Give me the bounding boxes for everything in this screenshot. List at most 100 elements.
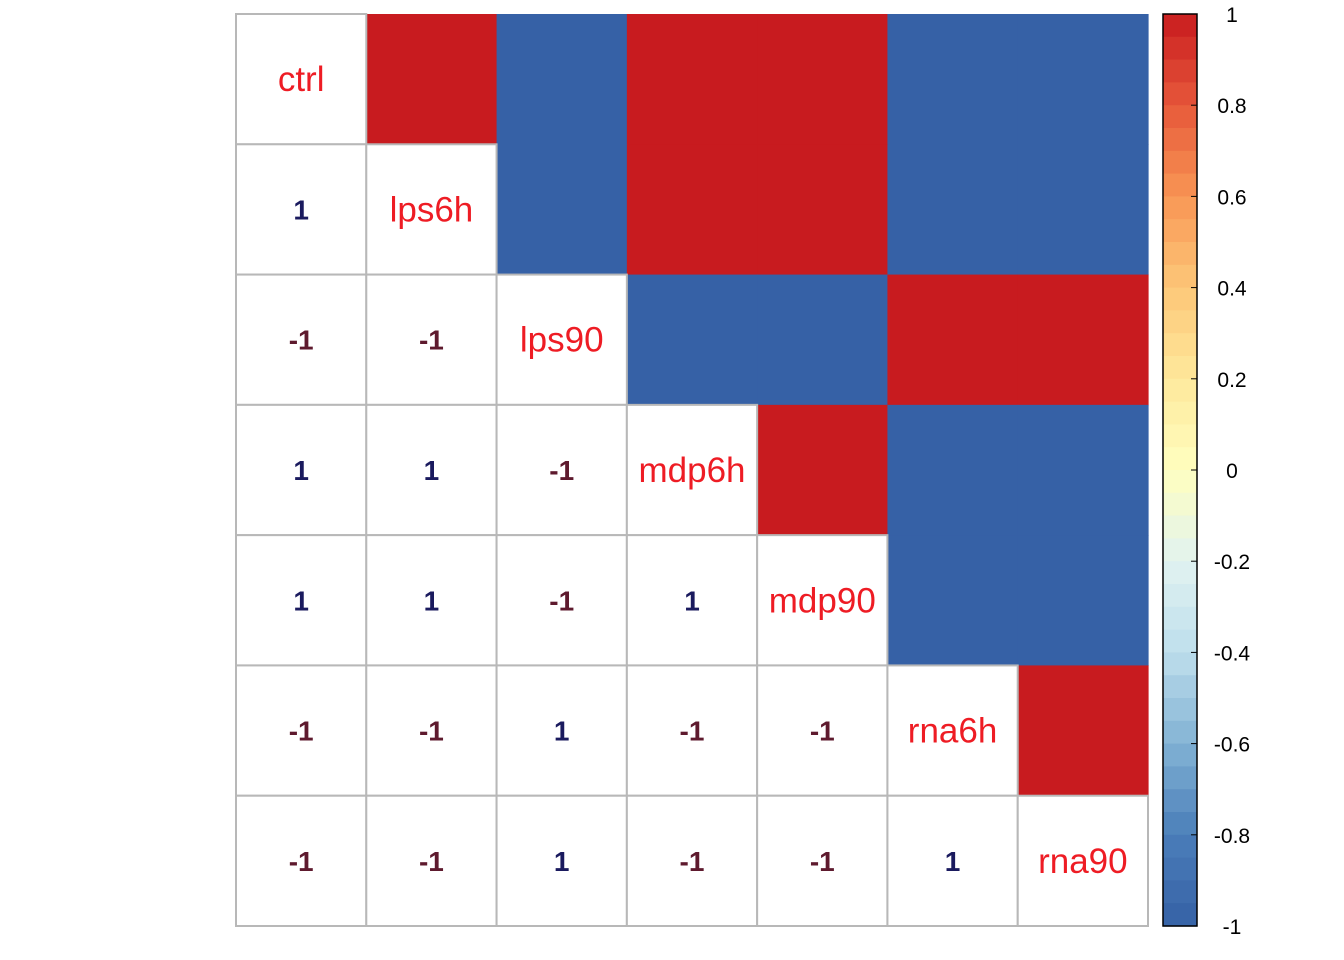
- colorbar-segment: [1163, 743, 1197, 767]
- correlation-value: 1: [293, 194, 309, 225]
- colorbar-segment: [1163, 470, 1197, 494]
- colorbar-segment: [1163, 652, 1197, 676]
- number-cell: [756, 794, 889, 928]
- colorbar: 1 0.8 0.6 0.4 0.2 0 -0.2 -0.4 -0.6 -0.8 -1: [1162, 4, 1251, 939]
- colorbar-segment: [1163, 584, 1197, 608]
- variable-label: rna90: [1038, 842, 1128, 881]
- number-cell: [886, 794, 1019, 928]
- colorbar-segment: [1163, 834, 1197, 859]
- colorbar-segment: [1163, 196, 1197, 220]
- colorbar-tick-label: 0.8: [1217, 95, 1246, 118]
- matrix-cells: [366, 14, 1149, 797]
- correlation-value: 1: [424, 455, 440, 486]
- color-cell: [626, 144, 758, 276]
- colorbar-segment: [1163, 766, 1197, 790]
- colorbar-segment: [1163, 629, 1197, 653]
- correlation-value: 1: [293, 455, 309, 486]
- colorbar-segment: [1163, 264, 1197, 289]
- matrix-texts: ctrl 1 lps6h -1 -1 lps90 1 1 -1 mdp6h 1 1 -1 1 mdp90 -1…: [278, 60, 1128, 881]
- color-cell: [757, 404, 889, 536]
- colorbar-segment: [1163, 242, 1197, 266]
- colorbar-segment: [1163, 561, 1197, 585]
- matrix-grid: [235, 13, 1150, 928]
- correlation-value: -1: [680, 846, 705, 877]
- number-cell: [365, 794, 498, 928]
- colorbar-segment: [1163, 333, 1197, 357]
- colorbar-segment: [1163, 812, 1197, 836]
- color-cell: [496, 144, 628, 276]
- diagonal-cell: [365, 143, 498, 276]
- colorbar-tick-label: 0.4: [1217, 278, 1247, 301]
- number-cell: [235, 794, 368, 928]
- color-cell: [1017, 144, 1149, 276]
- number-cell: [235, 403, 368, 537]
- number-cell: [365, 534, 498, 667]
- colorbar-segment: [1163, 219, 1197, 243]
- variable-label: rna6h: [908, 712, 998, 751]
- correlation-value: -1: [810, 716, 835, 747]
- diagonal-cell: [495, 273, 628, 406]
- colorbar-segment: [1163, 150, 1197, 175]
- variable-label: ctrl: [278, 60, 325, 99]
- colorbar-tick-label: -0.6: [1214, 734, 1250, 757]
- diagonal-cell: [625, 403, 759, 537]
- variable-label: mdp90: [769, 581, 876, 620]
- colorbar-tick-label: -0.4: [1214, 642, 1251, 665]
- diagonal-cell: [235, 13, 368, 146]
- correlation-value: -1: [680, 716, 705, 747]
- correlation-value: 1: [554, 846, 570, 877]
- correlation-value: 1: [424, 585, 440, 616]
- number-cell: [235, 273, 368, 406]
- colorbar-segment: [1163, 36, 1197, 61]
- colorbar-segment: [1163, 424, 1197, 448]
- color-cell: [887, 535, 1019, 667]
- colorbar-segment: [1163, 14, 1197, 38]
- colorbar-segment: [1163, 789, 1197, 813]
- color-cell: [1017, 404, 1149, 536]
- color-cell: [1017, 665, 1149, 797]
- correlation-value: 1: [684, 585, 700, 616]
- colorbar-segment: [1163, 378, 1197, 403]
- number-cell: [625, 794, 759, 928]
- color-cell: [757, 14, 889, 145]
- correlation-value: -1: [810, 846, 835, 877]
- diagonal-cell: [886, 664, 1019, 797]
- correlation-value: 1: [554, 716, 570, 747]
- color-cell: [366, 14, 498, 145]
- color-cell: [757, 274, 889, 406]
- number-cell: [365, 664, 498, 797]
- diagonal-cell: [756, 534, 889, 667]
- number-cell: [235, 534, 368, 667]
- color-cell: [1017, 274, 1149, 406]
- colorbar-segment: [1163, 515, 1197, 539]
- number-cell: [235, 143, 368, 276]
- variable-label: mdp6h: [638, 451, 745, 490]
- colorbar-segment: [1163, 447, 1197, 471]
- color-cell: [496, 14, 628, 145]
- correlation-value: -1: [549, 455, 574, 486]
- correlation-value: 1: [945, 846, 961, 877]
- number-cell: [495, 794, 628, 928]
- colorbar-tick-label: -1: [1223, 916, 1242, 939]
- colorbar-tick-label: -0.8: [1214, 825, 1250, 848]
- colorbar-segment: [1163, 492, 1197, 517]
- diagonal-cell: [1016, 794, 1150, 928]
- correlation-value: -1: [289, 325, 314, 356]
- colorbar-segment: [1163, 675, 1197, 699]
- correlation-value: -1: [289, 716, 314, 747]
- color-cell: [626, 274, 758, 406]
- color-cell: [757, 144, 889, 276]
- colorbar-segment: [1163, 105, 1197, 129]
- color-cell: [1017, 535, 1149, 667]
- colorbar-segment: [1163, 59, 1197, 83]
- correlation-value: 1: [293, 585, 309, 616]
- colorbar-segment: [1163, 173, 1197, 197]
- colorbar-segment: [1163, 128, 1197, 152]
- variable-label: lps6h: [390, 190, 474, 229]
- color-cell: [887, 274, 1019, 406]
- colorbar-tick-label: 1: [1226, 4, 1238, 27]
- colorbar-tick-label: 0.6: [1217, 186, 1246, 209]
- color-cell: [887, 144, 1019, 276]
- colorbar-segment: [1163, 698, 1197, 722]
